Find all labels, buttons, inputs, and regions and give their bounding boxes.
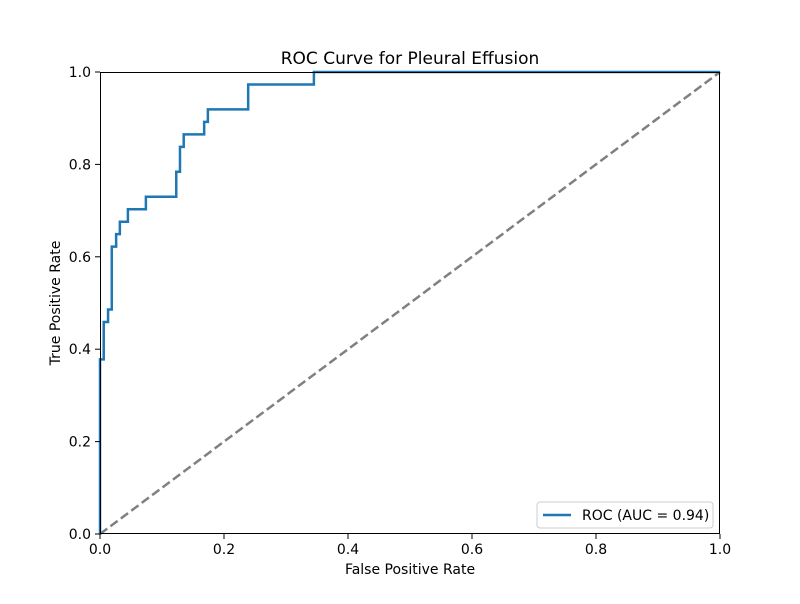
y-tick-label: 0.6 [69, 250, 91, 266]
chart-title: ROC Curve for Pleural Effusion [281, 49, 540, 69]
x-tick-label: 0.8 [585, 542, 607, 558]
x-tick-label: 0.6 [461, 542, 483, 558]
y-axis-ticks: 0.0 0.2 0.4 0.6 0.8 1.0 [69, 65, 100, 543]
legend: ROC (AUC = 0.94) [536, 501, 714, 529]
roc-curve-line [98, 70, 720, 534]
y-tick-label: 1.0 [69, 65, 91, 81]
y-tick-label: 0.0 [69, 527, 91, 543]
series-layer [98, 70, 721, 536]
plot-frame [100, 72, 720, 534]
legend-label-roc: ROC (AUC = 0.94) [582, 508, 709, 524]
y-tick-label: 0.4 [69, 342, 91, 358]
legend-box [536, 501, 714, 529]
x-tick-label: 1.0 [709, 542, 731, 558]
x-tick-label: 0.0 [89, 542, 111, 558]
x-axis-ticks: 0.0 0.2 0.4 0.6 0.8 1.0 [89, 534, 731, 558]
x-tick-label: 0.2 [213, 542, 235, 558]
y-tick-label: 0.2 [69, 435, 91, 451]
y-axis-label: True Positive Rate [48, 241, 64, 367]
x-tick-label: 0.4 [337, 542, 359, 558]
y-tick-label: 0.8 [69, 157, 91, 173]
x-axis-label: False Positive Rate [345, 562, 475, 578]
chance-diagonal-line [99, 70, 721, 536]
